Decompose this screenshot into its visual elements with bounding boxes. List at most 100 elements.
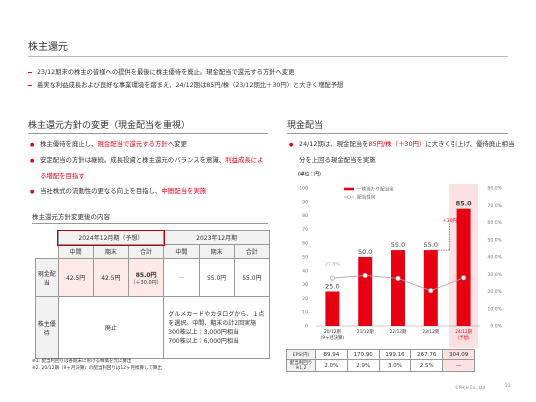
bar — [358, 257, 373, 326]
y-tick-label: 100 — [299, 186, 308, 192]
payout-point — [329, 275, 335, 281]
x-tick-label: 22/12期 — [389, 330, 407, 335]
y-tick-label: 0 — [305, 324, 308, 330]
cash-note: （＋30.0円） — [130, 279, 162, 286]
y-tick-label: 20 — [302, 296, 308, 302]
perk-line: 700株以上：6,000円相当 — [168, 337, 239, 345]
policy-bullet: 株主優待を廃止し、現金配当で還元する方針へ変更 — [30, 137, 266, 153]
bar — [391, 250, 405, 326]
eps-cell: 2.5% — [410, 359, 444, 372]
bar-value-label: 85.0 — [456, 200, 473, 208]
y-tick-label: 30 — [302, 282, 308, 288]
column-header: 中間 — [163, 244, 200, 259]
eps-cell: 2.0% — [315, 359, 348, 372]
copyright: ©PHJH Co., Ltd. — [455, 385, 487, 390]
text-run: に大きく引上げ、優待廃止相当分を上回る現金配当を実施 — [299, 140, 515, 164]
payout-point — [362, 272, 368, 279]
section-title: 株主還元方針の変更（現金配当を重視） — [28, 121, 191, 131]
eps-cell: — — [442, 359, 475, 372]
column-header: 期末 — [92, 244, 130, 259]
annotation: ＋30円 — [442, 218, 457, 224]
text-run: 中間配当を実施 — [161, 187, 207, 195]
payout-point — [395, 275, 401, 281]
column-header: 中間 — [57, 244, 94, 259]
text-run: 株主優待を廃止し、 — [40, 140, 98, 148]
x-tick-label: 23/12期 — [422, 330, 440, 335]
table: 2024年12月期（予想） 2023年12月期 中間 期末 合計 中間 期末 合計 現金配当 42… — [35, 229, 271, 359]
y2-tick-label: 50.0% — [487, 237, 502, 243]
y-tick-label: 80 — [302, 213, 308, 219]
unit-label: (単位：円) — [298, 171, 321, 178]
cash-cell: 42.5円 — [92, 258, 130, 297]
text-run: 利益成長による増配を目指す — [40, 156, 264, 180]
text-run: 85円/株（＋30円） — [368, 140, 426, 148]
legend-label: 配当性向 — [357, 194, 376, 201]
x-tick-label: 20/12期 (9ヶ月決算) — [320, 330, 345, 341]
footnote: ※1. 配当利回りは各期末における株価を元に算出 — [32, 359, 132, 364]
table-row: 中間 期末 合計 中間 期末 合計 — [36, 244, 271, 259]
eps-table: EPS(円) 89.94 170.90 199.16 267.76 304.09 配当利回り… — [286, 349, 475, 372]
line-value-label: 27.8% — [325, 262, 340, 268]
eps-table: EPS(円) 89.94 170.90 199.16 267.76 304.09 配当利回り… — [286, 349, 475, 372]
legend-label: 一株当たり配当金 — [357, 186, 394, 193]
text-run: へ変更 — [167, 140, 187, 148]
text-run: 安定配当の方針は継続。成長投資と株主還元のバランスを意識、 — [40, 156, 226, 164]
bar — [325, 291, 340, 326]
perk-line: グルメカードやカタログから、１点を選択。中間、期末の計2回実施 — [168, 310, 265, 327]
payout-point — [460, 275, 467, 281]
eps-row: 配当利回り※1,2 2.0% 2.9% 3.0% 2.5% — — [286, 359, 475, 372]
eps-cell: 3.0% — [378, 359, 412, 372]
bar-value-label: 55.0 — [391, 241, 405, 249]
footnote: ※2. 20/12期（9ヶ月決算）の配当利回りは12ヶ月換算して算出 — [32, 366, 162, 371]
text-run: 24/12期は、現金配当を — [299, 140, 369, 148]
y-tick-label: 90 — [302, 199, 308, 205]
legend-swatch — [347, 195, 351, 199]
eps-cell: 170.90 — [346, 349, 380, 360]
intro-bullet: 23/12期末の株主の皆様への提供を最後に株主優待を廃止。現金配当で還元する方針… — [28, 67, 294, 76]
y2-tick-label: 10.0% — [487, 306, 502, 312]
section-rule — [28, 133, 268, 134]
section-title: 現金配当 — [287, 121, 324, 131]
table-title: 株主還元方針変更後の内容 — [32, 211, 268, 224]
section-rule — [287, 133, 508, 134]
y2-tick-label: 40.0% — [487, 255, 502, 261]
x-tick-label: 21/12期 — [356, 330, 374, 335]
policy-table: 2024年12月期（予想） 2023年12月期 中間 期末 合計 中間 期末 合計 現金配当 42… — [35, 229, 271, 359]
page-title: 株主還元 — [28, 42, 68, 53]
corner-cell — [35, 230, 59, 259]
eps-cell: 2.9% — [346, 359, 380, 372]
y2-tick-label: 70.0% — [487, 203, 502, 209]
eps-row-label: EPS(円) — [286, 349, 316, 360]
eps-cell: 304.09 — [442, 349, 475, 360]
x-tick-label: 24/12期 (予想) — [455, 330, 472, 341]
bar-value-label: 50.0 — [358, 248, 372, 256]
policy-bullet: 当社株式の流動性の更なる向上を目指し、中間配当を実施 — [30, 184, 266, 200]
bar-value-label: 55.0 — [424, 241, 438, 249]
eps-row: EPS(円) 89.94 170.90 199.16 267.76 304.09 — [286, 349, 475, 360]
column-header: 期末 — [198, 244, 235, 259]
cash-cell: — — [163, 258, 200, 297]
policy-bullets: 株主優待を廃止し、現金配当で還元する方針へ変更安定配当の方針は継続。成長投資と株… — [30, 137, 266, 200]
cash-bullet: 24/12期は、現金配当を85円/株（＋30円）に大きく引上げ、優待廃止相当分を… — [289, 137, 519, 168]
perk-details: グルメカードやカタログから、１点を選択。中間、期末の計2回実施 300株以上：3,… — [163, 296, 270, 359]
eps-row-label: 配当利回り※1,2 — [286, 359, 316, 372]
payout-point — [428, 288, 434, 294]
eps-cell: 267.76 — [410, 349, 444, 360]
eps-cell: 199.16 — [378, 349, 412, 360]
y-tick-label: 10 — [302, 310, 308, 316]
y2-tick-label: 80.0% — [487, 186, 502, 192]
intro-bullet: 着実な利益成長および良好な事業環境を踏まえ、24/12期は85円/株（23/12… — [28, 80, 343, 89]
bar-value-label: 25.0 — [325, 283, 339, 291]
text-run: 現金配当で還元する方針 — [97, 140, 168, 148]
y-tick-label: 50 — [302, 255, 308, 261]
policy-bullet: 安定配当の方針は継続。成長投資と株主還元のバランスを意識、利益成長による増配を目… — [30, 153, 266, 184]
y2-tick-label: 20.0% — [487, 289, 502, 295]
page-number: 22 — [505, 384, 511, 389]
y2-tick-label: 60.0% — [487, 220, 502, 226]
table-row: 株主優待 廃止 グルメカードやカタログから、１点を選択。中間、期末の計2回実施 300… — [35, 296, 270, 359]
text-run: 当社株式の流動性の更なる向上を目指し、 — [40, 187, 162, 195]
y-tick-label: 60 — [302, 241, 308, 247]
y2-tick-label: 0.0% — [490, 324, 502, 330]
